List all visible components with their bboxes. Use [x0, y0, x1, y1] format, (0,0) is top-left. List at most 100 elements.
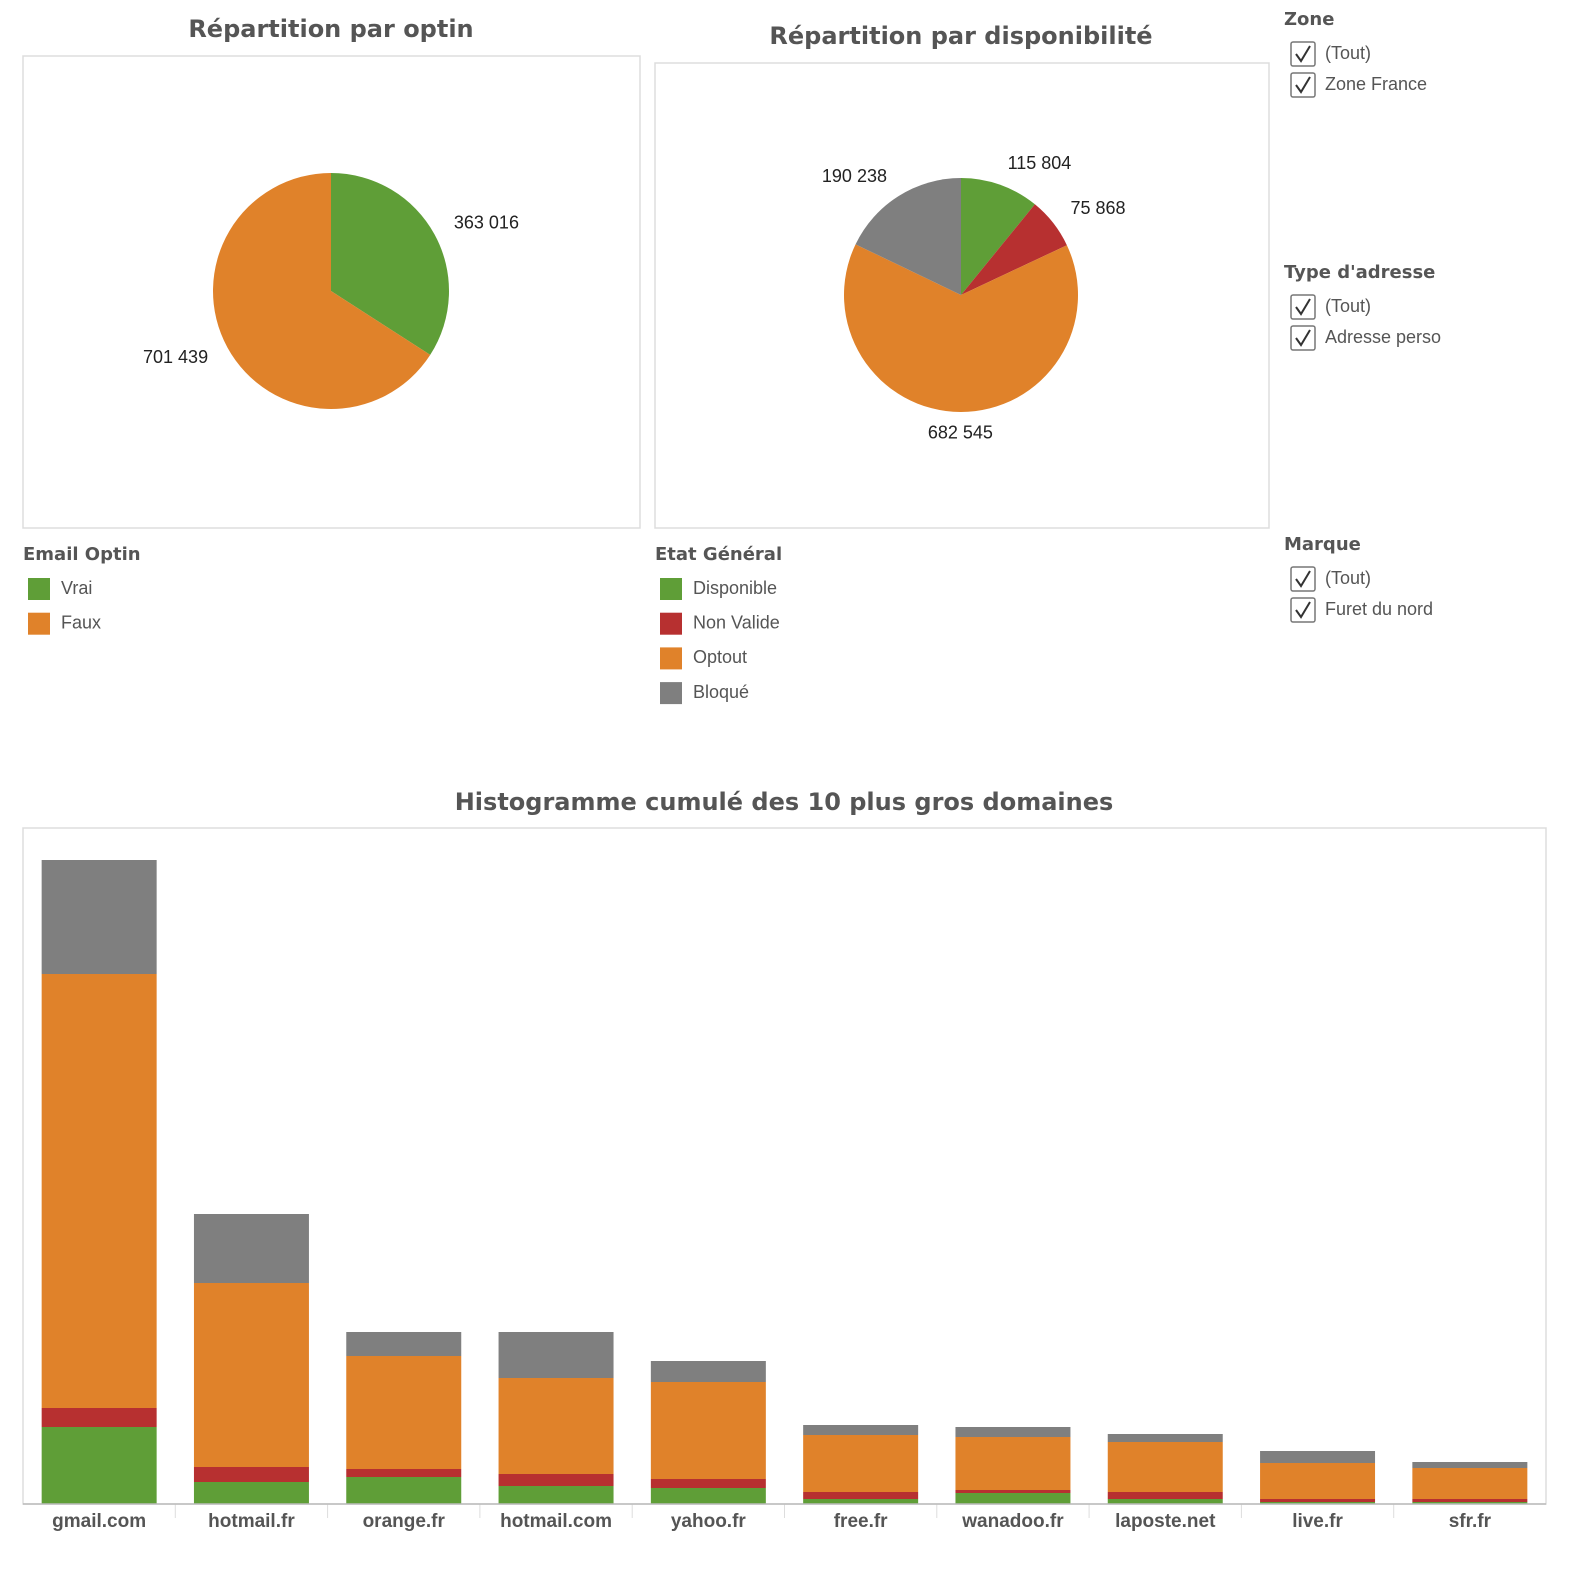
bar-segment — [650, 1382, 766, 1479]
filter-option[interactable]: Adresse perso — [1325, 327, 1441, 347]
x-tick-label: free.fr — [834, 1511, 888, 1532]
legend-swatch — [28, 578, 50, 600]
filter-title: Zone — [1284, 9, 1334, 30]
chart-title: Répartition par optin — [188, 15, 473, 43]
legend-label: Optout — [693, 647, 747, 667]
checkbox[interactable] — [1290, 597, 1316, 623]
x-tick-label: yahoo.fr — [671, 1511, 747, 1532]
panel — [654, 62, 1270, 529]
x-tick-label: orange.fr — [363, 1511, 446, 1532]
bar-segment — [1412, 1502, 1528, 1504]
data-label: 190 238 — [822, 166, 887, 186]
bar-segment — [41, 1408, 157, 1427]
bar-segment — [1260, 1499, 1376, 1502]
checkmark — [1295, 298, 1311, 316]
legend-label: Faux — [61, 612, 101, 632]
filter-option[interactable]: Zone France — [1325, 74, 1427, 94]
pie-slice — [844, 244, 1078, 412]
x-tick-label: laposte.net — [1115, 1511, 1216, 1532]
bar-segment — [1412, 1499, 1528, 1502]
data-label: 363 016 — [454, 213, 519, 233]
bar-segment — [650, 1488, 766, 1504]
bar-segment — [498, 1332, 614, 1378]
checkmark — [1295, 570, 1311, 588]
pie-slice — [961, 178, 1035, 295]
bar-segment — [193, 1482, 309, 1504]
bar-segment — [1107, 1442, 1223, 1492]
pie-slice — [961, 204, 1067, 295]
data-label: 701 439 — [143, 347, 208, 367]
bar-segment — [803, 1492, 919, 1499]
chart-title: Répartition par disponibilité — [769, 22, 1152, 50]
filter-title: Type d'adresse — [1284, 262, 1435, 283]
x-tick-label: sfr.fr — [1449, 1511, 1492, 1532]
bar-segment — [1260, 1463, 1376, 1499]
x-tick-label: hotmail.com — [500, 1511, 612, 1532]
pie-slice — [331, 173, 449, 355]
legend-swatch — [660, 612, 682, 635]
bar-segment — [193, 1467, 309, 1482]
checkmark — [1295, 329, 1311, 347]
bar-segment — [498, 1486, 614, 1504]
legend-label: Non Valide — [693, 612, 780, 632]
bar-segment — [1260, 1451, 1376, 1463]
bar-segment — [1107, 1492, 1223, 1499]
filter-option[interactable]: Furet du nord — [1325, 599, 1433, 619]
legend-swatch — [660, 578, 682, 600]
data-label: 682 545 — [928, 423, 993, 443]
bar-segment — [955, 1493, 1071, 1504]
legend-title: Email Optin — [23, 544, 141, 565]
bar-segment — [955, 1490, 1071, 1493]
pie-slice — [855, 178, 961, 295]
legend-swatch — [660, 647, 682, 670]
legend-label: Disponible — [693, 578, 777, 598]
panel — [22, 55, 641, 529]
x-tick-label: live.fr — [1292, 1511, 1343, 1532]
bar-segment — [1107, 1434, 1223, 1442]
checkbox[interactable] — [1290, 72, 1316, 98]
checkmark — [1295, 45, 1311, 63]
bar-segment — [650, 1361, 766, 1382]
bar-segment — [650, 1479, 766, 1488]
x-tick-label: hotmail.fr — [208, 1511, 295, 1532]
bar-segment — [193, 1283, 309, 1467]
checkmark — [1295, 601, 1311, 619]
filter-title: Marque — [1284, 534, 1361, 555]
legend-label: Bloqué — [693, 682, 749, 702]
bar-segment — [1412, 1462, 1528, 1468]
checkbox[interactable] — [1290, 41, 1316, 67]
data-label: 115 804 — [1008, 153, 1072, 173]
bar-segment — [803, 1435, 919, 1492]
x-tick-label: wanadoo.fr — [961, 1511, 1064, 1532]
filter-option[interactable]: (Tout) — [1325, 568, 1371, 588]
pie-slice — [212, 173, 431, 410]
checkbox[interactable] — [1290, 566, 1316, 592]
checkbox[interactable] — [1290, 325, 1316, 351]
legend-swatch — [28, 612, 50, 635]
bar-segment — [346, 1477, 462, 1504]
checkmark — [1295, 76, 1311, 94]
bar-segment — [41, 860, 157, 974]
bar-segment — [1260, 1502, 1376, 1504]
bar-segment — [1412, 1468, 1528, 1499]
bar-segment — [41, 974, 157, 1408]
bar-segment — [955, 1437, 1071, 1490]
bar-segment — [955, 1427, 1071, 1437]
bar-segment — [193, 1214, 309, 1283]
bar-segment — [1107, 1499, 1223, 1504]
bar-segment — [346, 1356, 462, 1469]
bar-segment — [803, 1425, 919, 1435]
x-tick-label: gmail.com — [52, 1511, 146, 1532]
legend-swatch — [660, 682, 682, 705]
data-label: 75 868 — [1071, 198, 1126, 218]
filter-option[interactable]: (Tout) — [1325, 43, 1371, 63]
bar-segment — [346, 1332, 462, 1356]
bar-segment — [498, 1474, 614, 1486]
legend-title: Etat Général — [655, 544, 782, 565]
bar-segment — [41, 1427, 157, 1504]
checkbox[interactable] — [1290, 294, 1316, 320]
filter-option[interactable]: (Tout) — [1325, 296, 1371, 316]
legend-label: Vrai — [61, 578, 92, 598]
chart-title: Histogramme cumulé des 10 plus gros doma… — [455, 788, 1114, 816]
